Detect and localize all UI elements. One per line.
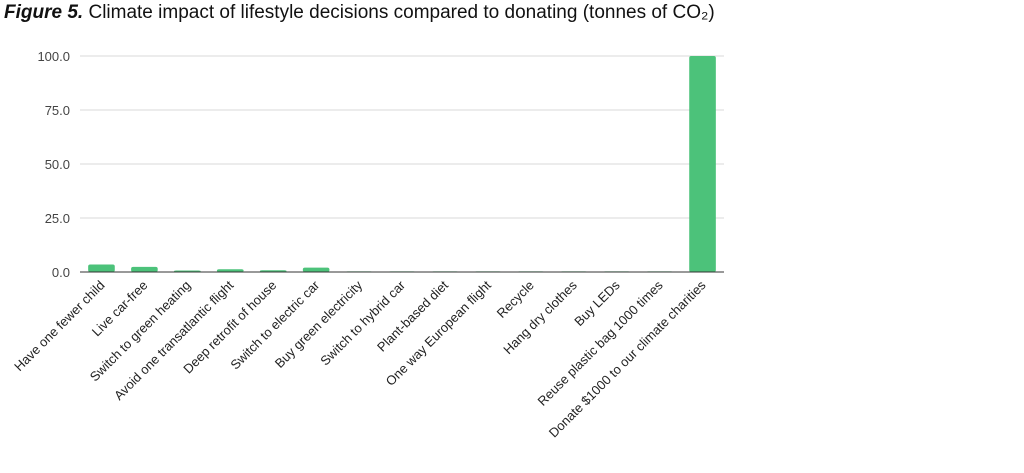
figure-title: Figure 5. Climate impact of lifestyle de…	[4, 2, 715, 24]
figure-label: Figure 5.	[4, 2, 84, 23]
bar	[131, 266, 158, 272]
gridlines	[80, 55, 724, 219]
x-tick-label: Recycle	[494, 278, 537, 321]
bar	[88, 264, 115, 272]
bar	[302, 267, 330, 272]
y-tick-label: 100.0	[37, 49, 70, 64]
y-tick-label: 50.0	[45, 157, 70, 172]
y-tick-label: 75.0	[45, 103, 70, 118]
x-tick-label: Donate $1000 to our climate charities	[546, 277, 709, 440]
y-axis-ticks: 0.0 25.0 50.0 75.0 100.0	[37, 49, 70, 280]
x-tick-label: Hang dry clothes	[500, 277, 580, 357]
figure-title-text: Climate impact of lifestyle decisions co…	[88, 2, 715, 23]
bar	[689, 56, 716, 272]
y-tick-label: 0.0	[52, 265, 70, 280]
y-tick-label: 25.0	[45, 211, 70, 226]
bar	[216, 269, 244, 272]
